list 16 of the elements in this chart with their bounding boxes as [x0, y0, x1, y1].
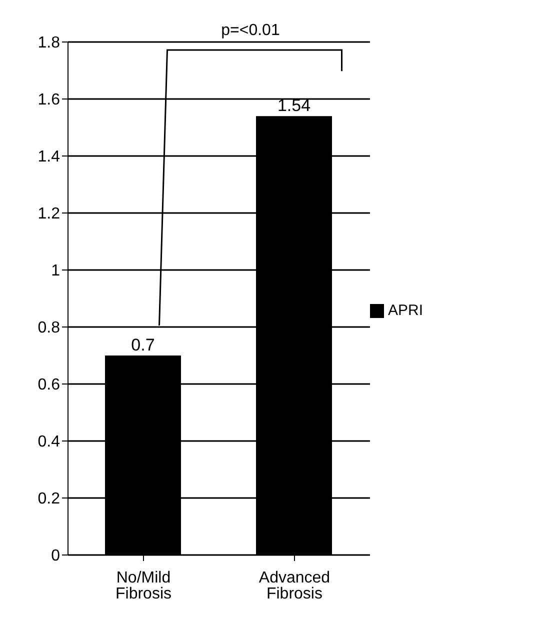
y-tick-label: 1: [51, 262, 60, 280]
y-tick-label: 1.4: [38, 148, 60, 166]
y-tick-label: 0.2: [38, 490, 60, 508]
y-tick-label: 1.2: [38, 206, 60, 223]
y-tick-label: 0: [51, 548, 60, 565]
y-tick-label: 0.4: [38, 434, 60, 451]
y-tick-label: 0.6: [38, 376, 60, 394]
data-label: 0.7: [131, 336, 155, 354]
x-tick-label: Advanced Fibrosis: [258, 569, 330, 602]
data-label: 1.54: [277, 96, 311, 116]
x-tick-label: No/Mild Fibrosis: [115, 569, 172, 602]
legend-label: APRI: [388, 302, 423, 319]
y-tick-label: 1.6: [38, 92, 60, 109]
text: p=<0.01: [221, 22, 280, 39]
y-tick-label: 1.8: [38, 34, 60, 52]
y-tick-label: 0.8: [38, 320, 60, 337]
